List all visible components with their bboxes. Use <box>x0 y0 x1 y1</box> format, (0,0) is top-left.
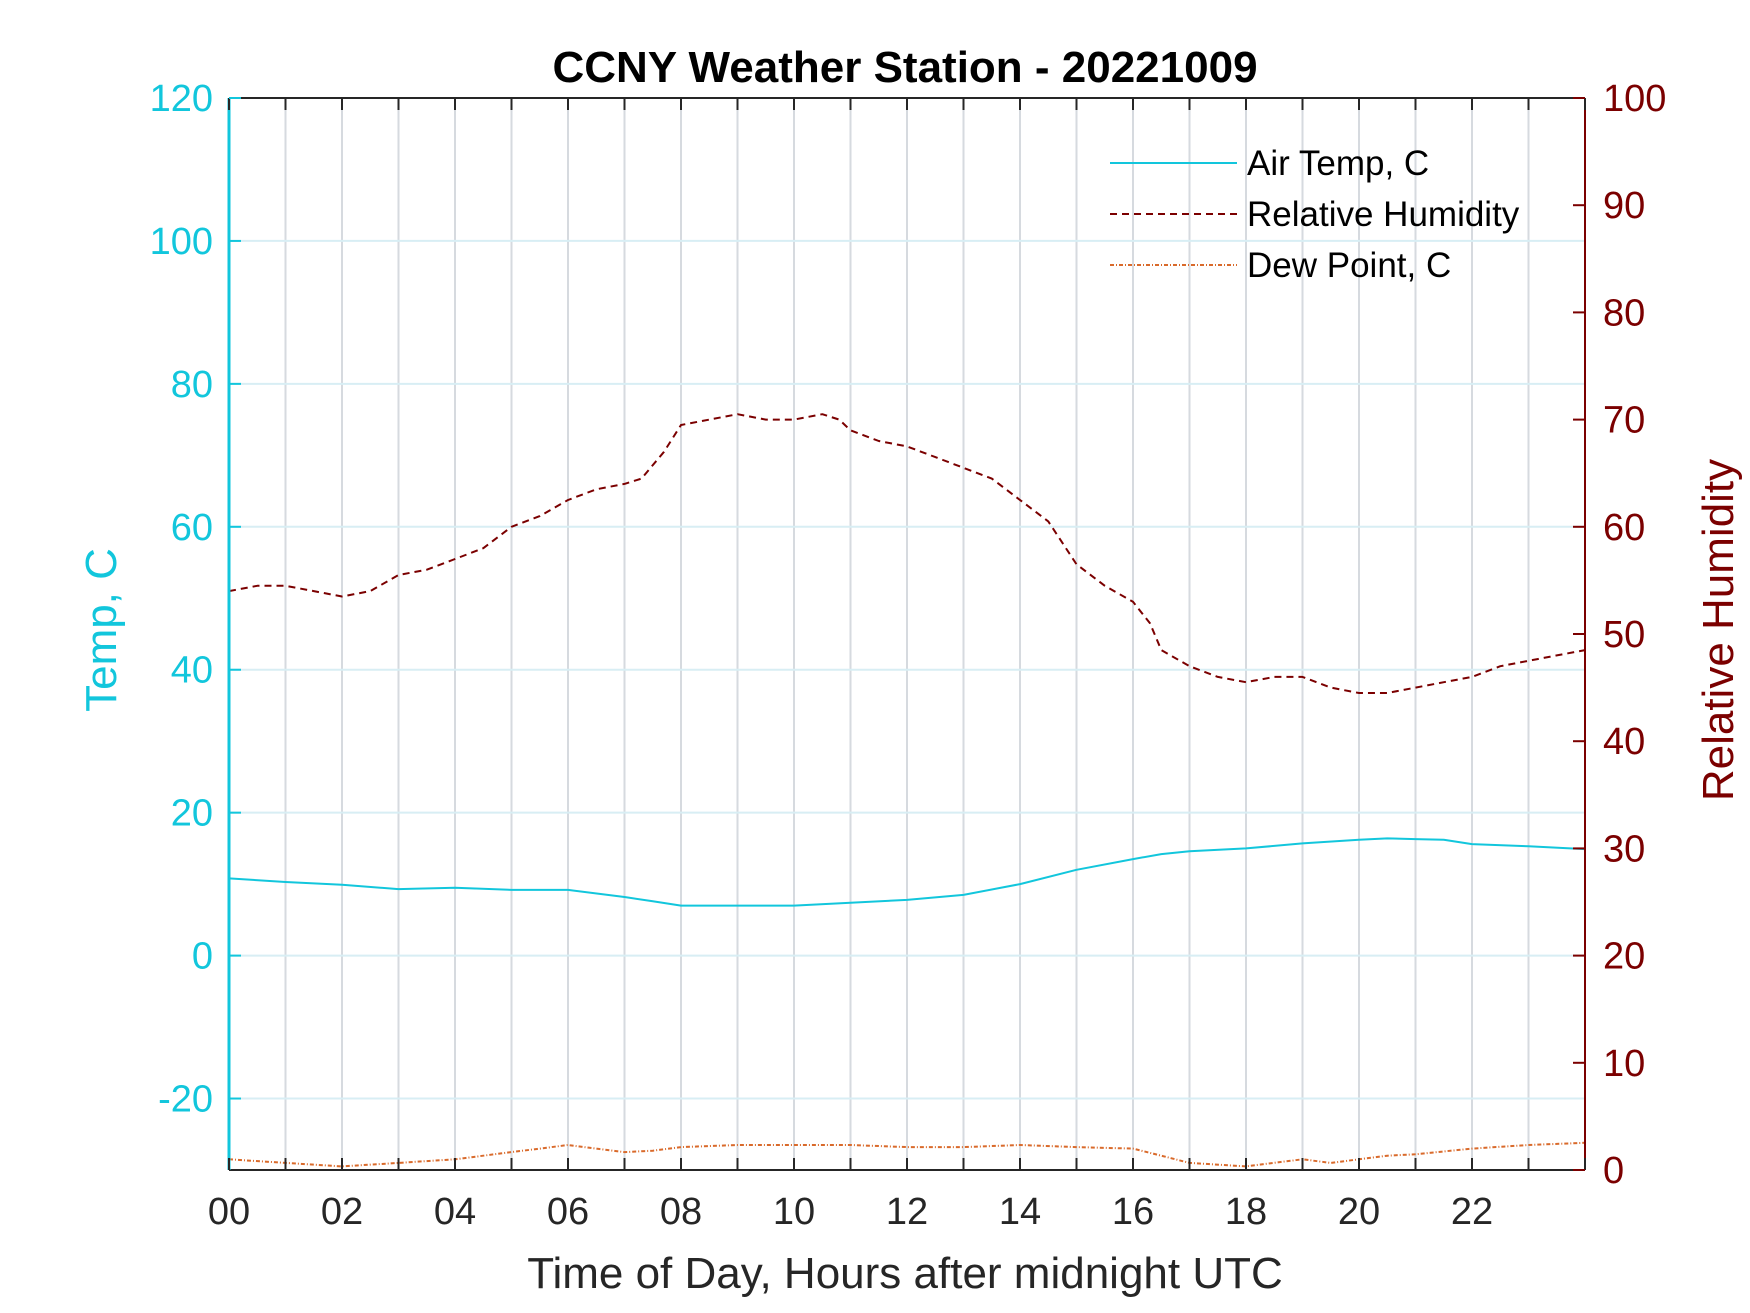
y-right-tick-label: 20 <box>1603 936 1645 978</box>
y-right-tick-label: 80 <box>1603 292 1645 334</box>
grid <box>229 97 1585 1170</box>
series-line-0 <box>228 837 1586 907</box>
y-right-tick-label: 0 <box>1603 1150 1624 1192</box>
chart-title: CCNY Weather Station - 20221009 <box>552 43 1257 92</box>
legend-label-1: Relative Humidity <box>1247 195 1520 234</box>
y-left-tick-label: 40 <box>171 650 213 692</box>
x-tick-label: 16 <box>1112 1191 1154 1233</box>
y-axis-left-label: Temp, C <box>77 548 126 712</box>
y-right-tick-label: 50 <box>1603 614 1645 656</box>
x-tick-label: 10 <box>773 1191 815 1233</box>
axes: 00 02 04 06 08 10 12 14 16 18 20 22-200204060801001… <box>150 78 1667 1233</box>
x-tick-label: 02 <box>321 1191 363 1233</box>
x-tick-label: 22 <box>1451 1191 1493 1233</box>
y-left-tick-label: 20 <box>171 793 213 835</box>
y-right-tick-label: 60 <box>1603 507 1645 549</box>
x-tick-label: 08 <box>660 1191 702 1233</box>
x-tick-label: 14 <box>999 1191 1041 1233</box>
legend-label-0: Air Temp, C <box>1247 144 1429 183</box>
series-line-1 <box>228 413 1586 694</box>
y-right-tick-label: 100 <box>1603 78 1666 120</box>
x-tick-label: 12 <box>886 1191 928 1233</box>
y-left-tick-label: -20 <box>158 1079 213 1121</box>
x-tick-label: 04 <box>434 1191 476 1233</box>
y-left-tick-label: 120 <box>150 78 213 120</box>
y-right-tick-label: 40 <box>1603 721 1645 763</box>
y-right-tick-label: 10 <box>1603 1043 1645 1085</box>
y-left-tick-label: 100 <box>150 221 213 263</box>
x-axis-label: Time of Day, Hours after midnight UTC <box>527 1249 1283 1298</box>
x-tick-label: 18 <box>1225 1191 1267 1233</box>
y-left-tick-label: 80 <box>171 364 213 406</box>
y-right-tick-label: 30 <box>1603 828 1645 870</box>
x-tick-label: 00 <box>208 1191 250 1233</box>
legend: Air Temp, C Relative Humidity Dew Point, C <box>1110 144 1520 285</box>
x-tick-label: 06 <box>547 1191 589 1233</box>
y-right-tick-label: 70 <box>1603 400 1645 442</box>
y-right-tick-label: 90 <box>1603 185 1645 227</box>
y-left-tick-label: 0 <box>192 936 213 978</box>
x-tick-label: 20 <box>1338 1191 1380 1233</box>
y-left-tick-label: 60 <box>171 507 213 549</box>
y-axis-right-label: Relative Humidity <box>1694 459 1743 801</box>
legend-label-2: Dew Point, C <box>1247 246 1451 285</box>
